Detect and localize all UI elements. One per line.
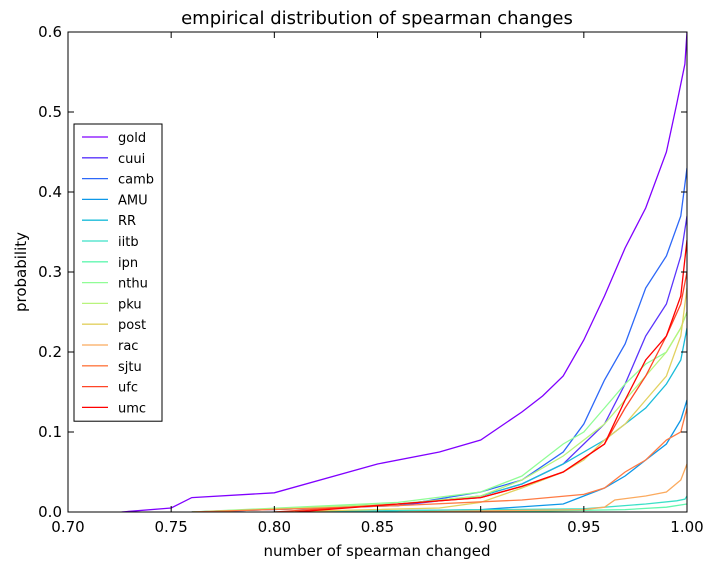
y-tick-label: 0.2 bbox=[38, 343, 62, 361]
y-tick-label: 0.3 bbox=[38, 263, 62, 281]
chart-title: empirical distribution of spearman chang… bbox=[181, 8, 573, 29]
series-line-rr bbox=[191, 327, 687, 512]
legend-label-post: post bbox=[118, 318, 146, 333]
series-line-umc bbox=[294, 239, 687, 512]
series-line-sjtu bbox=[191, 407, 687, 512]
legend-label-cuui: cuui bbox=[118, 152, 145, 167]
x-tick-label: 1.00 bbox=[670, 518, 703, 536]
y-tick-label: 0.4 bbox=[38, 183, 62, 201]
series-line-gold bbox=[121, 32, 687, 512]
series-line-amu bbox=[274, 399, 687, 512]
x-tick-label: 0.85 bbox=[361, 518, 394, 536]
series-line-ipn bbox=[480, 503, 687, 512]
series-line-cuui bbox=[191, 215, 687, 512]
legend: gold cuui camb AMU RR iitb ipn nthu pku post rac sj… bbox=[73, 123, 163, 422]
legend-label-rr: RR bbox=[118, 214, 136, 229]
x-tick-label: 0.80 bbox=[258, 518, 291, 536]
series-line-rac bbox=[398, 463, 687, 512]
series-line-pku bbox=[191, 311, 687, 512]
legend-label-iitb: iitb bbox=[118, 235, 139, 250]
x-tick-label: 0.95 bbox=[567, 518, 600, 536]
legend-label-umc: umc bbox=[118, 401, 146, 416]
legend-label-pku: pku bbox=[118, 297, 142, 312]
legend-box bbox=[73, 123, 163, 422]
x-tick-label: 0.90 bbox=[464, 518, 497, 536]
y-tick-label: 0.6 bbox=[38, 23, 62, 41]
series-line-iitb bbox=[274, 495, 687, 512]
series-line-post bbox=[274, 287, 687, 512]
legend-label-amu: AMU bbox=[118, 193, 148, 208]
y-tick-label: 0.5 bbox=[38, 103, 62, 121]
legend-label-sjtu: sjtu bbox=[118, 360, 142, 375]
y-axis-label: probability bbox=[12, 232, 30, 312]
legend-label-rac: rac bbox=[118, 339, 138, 354]
series-line-camb bbox=[191, 167, 687, 512]
legend-label-gold: gold bbox=[118, 131, 146, 146]
x-tick-label: 0.75 bbox=[154, 518, 187, 536]
y-tick-label: 0.1 bbox=[38, 423, 62, 441]
legend-label-ufc: ufc bbox=[118, 381, 138, 396]
x-tick-label: 0.70 bbox=[51, 518, 84, 536]
y-tick-label: 0.0 bbox=[38, 503, 62, 521]
legend-label-ipn: ipn bbox=[118, 256, 138, 271]
legend-label-camb: camb bbox=[118, 173, 154, 188]
legend-label-nthu: nthu bbox=[118, 277, 148, 292]
x-axis-label: number of spearman changed bbox=[264, 542, 491, 560]
